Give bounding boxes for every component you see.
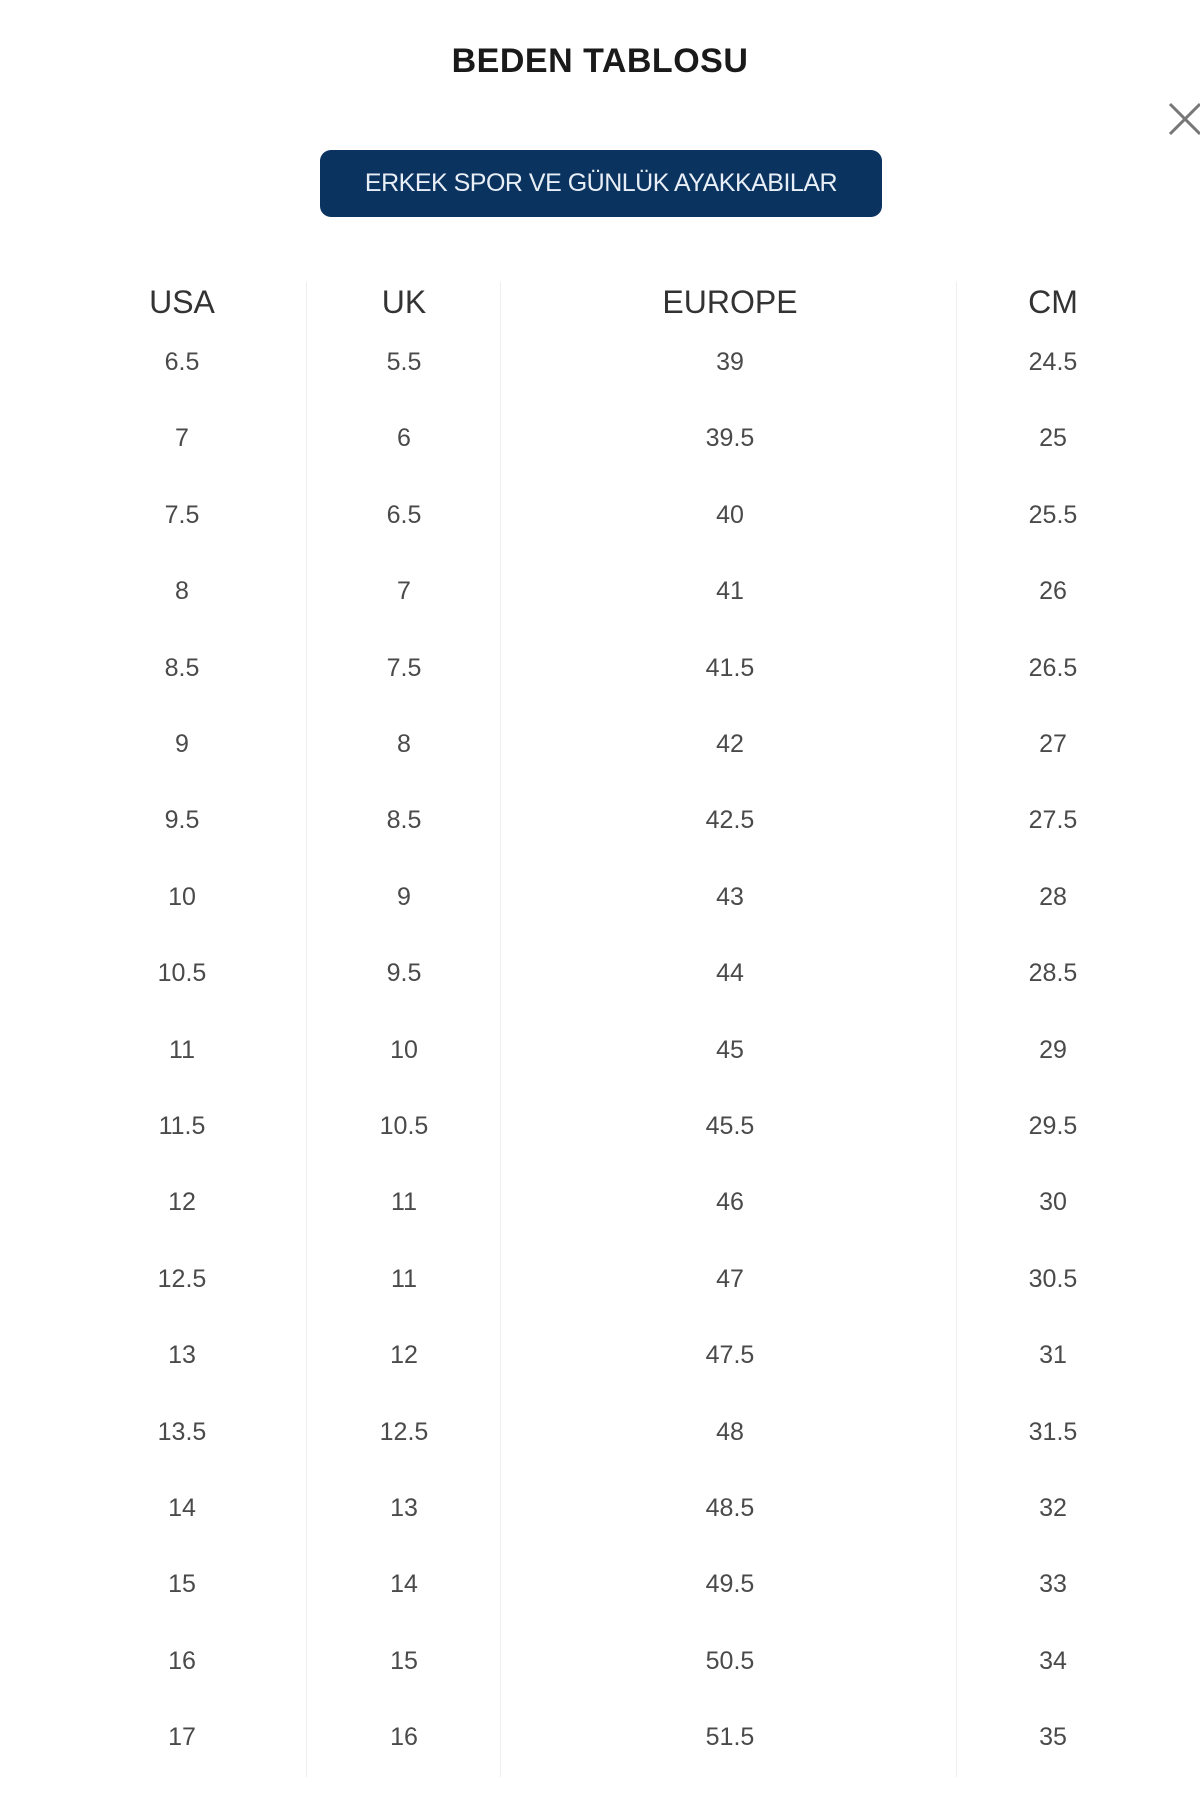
table-cell-usa: 16 bbox=[168, 1646, 196, 1675]
close-icon bbox=[1168, 102, 1200, 136]
table-cell-cm: 27.5 bbox=[1028, 806, 1078, 835]
table-cell-uk: 16 bbox=[390, 1723, 418, 1752]
table-cell-uk: 14 bbox=[390, 1570, 418, 1599]
table-cell-uk: 10 bbox=[390, 1035, 418, 1064]
table-cell-uk: 12 bbox=[390, 1341, 418, 1370]
table-cell-cm: 34 bbox=[1039, 1646, 1067, 1675]
table-cell-uk: 8 bbox=[397, 730, 411, 758]
table-cell-cm: 29 bbox=[1039, 1035, 1067, 1064]
table-cell-uk: 6.5 bbox=[386, 500, 422, 529]
table-cell-europe: 48 bbox=[716, 1417, 744, 1446]
table-cell-cm: 26.5 bbox=[1028, 653, 1078, 682]
table-cell-uk: 13 bbox=[390, 1494, 418, 1522]
table-cell-usa: 9 bbox=[175, 730, 189, 758]
table-cell-cm: 31 bbox=[1039, 1341, 1067, 1370]
table-cell-europe: 48.5 bbox=[705, 1494, 755, 1522]
page-title: BEDEN TABLOSU bbox=[451, 42, 749, 80]
table-cell-usa: 8.5 bbox=[164, 653, 200, 682]
column-divider bbox=[500, 282, 501, 1777]
table-cell-europe: 39.5 bbox=[705, 424, 755, 453]
table-cell-uk: 7.5 bbox=[386, 653, 422, 682]
table-cell-usa: 13 bbox=[168, 1341, 196, 1370]
table-cell-europe: 42.5 bbox=[705, 806, 755, 835]
table-cell-europe: 49.5 bbox=[705, 1570, 755, 1599]
table-cell-cm: 32 bbox=[1039, 1494, 1067, 1522]
table-cell-usa: 6.5 bbox=[164, 348, 200, 376]
table-cell-europe: 47.5 bbox=[705, 1341, 755, 1370]
close-button[interactable] bbox=[1166, 100, 1200, 138]
table-cell-europe: 43 bbox=[716, 882, 744, 911]
table-cell-cm: 25 bbox=[1039, 424, 1067, 453]
table-cell-usa: 8 bbox=[175, 577, 189, 606]
table-cell-cm: 28 bbox=[1039, 882, 1067, 911]
table-cell-usa: 11.5 bbox=[158, 1112, 206, 1140]
table-cell-cm: 28.5 bbox=[1028, 959, 1078, 988]
table-cell-cm: 30 bbox=[1039, 1188, 1067, 1217]
table-cell-europe: 39 bbox=[716, 348, 744, 376]
table-cell-usa: 9.5 bbox=[164, 806, 200, 835]
column-divider bbox=[306, 282, 307, 1777]
table-cell-uk: 12.5 bbox=[379, 1417, 429, 1446]
table-cell-europe: 50.5 bbox=[705, 1646, 755, 1675]
column-header-usa: USA bbox=[149, 284, 215, 320]
table-cell-europe: 40 bbox=[716, 500, 744, 529]
table-cell-uk: 9.5 bbox=[386, 959, 422, 988]
table-cell-uk: 11 bbox=[391, 1188, 417, 1217]
table-cell-cm: 30.5 bbox=[1028, 1264, 1078, 1293]
table-cell-usa: 10 bbox=[168, 882, 196, 911]
table-cell-usa: 7.5 bbox=[164, 500, 200, 529]
table-cell-europe: 42 bbox=[716, 730, 744, 758]
table-cell-uk: 7 bbox=[397, 577, 411, 606]
table-cell-uk: 9 bbox=[397, 882, 411, 911]
table-cell-usa: 15 bbox=[168, 1570, 196, 1599]
table-cell-uk: 8.5 bbox=[386, 806, 422, 835]
table-cell-europe: 46 bbox=[716, 1188, 744, 1217]
table-cell-uk: 5.5 bbox=[386, 348, 422, 376]
table-cell-uk: 11 bbox=[391, 1264, 417, 1293]
table-cell-usa: 12.5 bbox=[157, 1264, 207, 1293]
table-cell-cm: 29.5 bbox=[1028, 1112, 1078, 1140]
table-cell-usa: 7 bbox=[175, 424, 189, 453]
table-cell-usa: 12 bbox=[168, 1188, 196, 1217]
table-cell-cm: 26 bbox=[1039, 577, 1067, 606]
column-header-uk: UK bbox=[381, 284, 427, 320]
table-cell-cm: 27 bbox=[1039, 730, 1067, 758]
table-cell-cm: 33 bbox=[1039, 1570, 1067, 1599]
table-cell-usa: 13.5 bbox=[157, 1417, 207, 1446]
table-cell-cm: 24.5 bbox=[1028, 348, 1078, 376]
table-cell-cm: 35 bbox=[1039, 1723, 1067, 1752]
table-cell-europe: 47 bbox=[716, 1264, 744, 1293]
table-cell-europe: 45 bbox=[716, 1035, 744, 1064]
table-cell-europe: 41 bbox=[716, 577, 744, 606]
table-cell-europe: 41.5 bbox=[705, 653, 755, 682]
table-cell-cm: 31.5 bbox=[1028, 1417, 1078, 1446]
column-header-europe: EUROPE bbox=[662, 284, 798, 320]
table-cell-usa: 17 bbox=[168, 1723, 196, 1752]
table-cell-usa: 11 bbox=[169, 1035, 195, 1064]
table-cell-uk: 6 bbox=[397, 424, 411, 453]
column-header-cm: CM bbox=[1028, 284, 1078, 320]
column-divider bbox=[956, 282, 957, 1777]
table-cell-uk: 15 bbox=[390, 1646, 418, 1675]
table-cell-cm: 25.5 bbox=[1028, 500, 1078, 529]
table-cell-europe: 45.5 bbox=[705, 1112, 755, 1140]
category-button[interactable]: ERKEK SPOR VE GÜNLÜK AYAKKABILAR bbox=[320, 150, 882, 217]
table-cell-usa: 14 bbox=[168, 1494, 196, 1522]
table-cell-uk: 10.5 bbox=[379, 1112, 429, 1140]
table-cell-usa: 10.5 bbox=[157, 959, 207, 988]
table-cell-europe: 44 bbox=[716, 959, 744, 988]
table-cell-europe: 51.5 bbox=[705, 1723, 755, 1752]
